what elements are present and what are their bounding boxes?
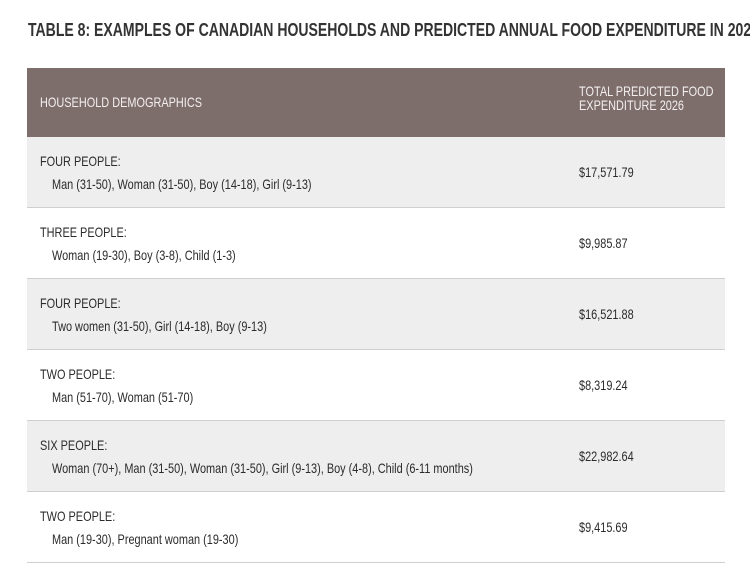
table-body: FOUR PEOPLE: Man (31-50), Woman (31-50), … [27,137,725,563]
household-members: Woman (70+), Man (31-50), Woman (31-50),… [52,460,473,476]
expenditure: $17,571.79 [579,164,634,180]
household-group: THREE PEOPLE: [40,224,127,240]
household-group: TWO PEOPLE: [40,366,116,382]
header-cell: HOUSEHOLD DEMOGRAPHICS [40,94,203,110]
household-group: SIX PEOPLE: [40,437,108,453]
table-row: FOUR PEOPLE: Man (31-50), Woman (31-50), … [27,137,725,208]
expenditure: $22,982.64 [579,448,634,464]
household-members: Man (19-30), Pregnant woman (19-30) [52,531,239,547]
household-group: FOUR PEOPLE: [40,153,121,169]
household-members: Man (31-50), Woman (31-50), Boy (14-18),… [52,176,312,192]
table-row: FOUR PEOPLE: Two women (31-50), Girl (14-… [27,279,725,350]
expenditure: $8,319.24 [579,377,628,393]
table: HOUSEHOLD DEMOGRAPHICS TOTAL PREDICTED F… [27,68,725,563]
table-header: HOUSEHOLD DEMOGRAPHICS TOTAL PREDICTED F… [27,68,725,137]
table-title: TABLE 8: EXAMPLES OF CANADIAN HOUSEHOLDS… [28,20,750,40]
household-members: Woman (19-30), Boy (3-8), Child (1-3) [52,247,236,263]
table-row: TWO PEOPLE: Man (19-30), Pregnant woman (… [27,492,725,563]
household-group: FOUR PEOPLE: [40,295,121,311]
household-members: Two women (31-50), Girl (14-18), Boy (9-… [52,318,267,334]
header-cell: TOTAL PREDICTED FOOD EXPENDITURE 2026 [579,83,714,113]
table-row: TWO PEOPLE: Man (51-70), Woman (51-70) $8,… [27,350,725,421]
table-row: THREE PEOPLE: Woman (19-30), Boy (3-8), C… [27,208,725,279]
table-row: SIX PEOPLE: Woman (70+), Man (31-50), Wom… [27,421,725,492]
expenditure: $9,985.87 [579,235,628,251]
household-members: Man (51-70), Woman (51-70) [52,389,194,405]
expenditure: $16,521.88 [579,306,634,322]
expenditure: $9,415.69 [579,519,628,535]
household-group: TWO PEOPLE: [40,508,116,524]
